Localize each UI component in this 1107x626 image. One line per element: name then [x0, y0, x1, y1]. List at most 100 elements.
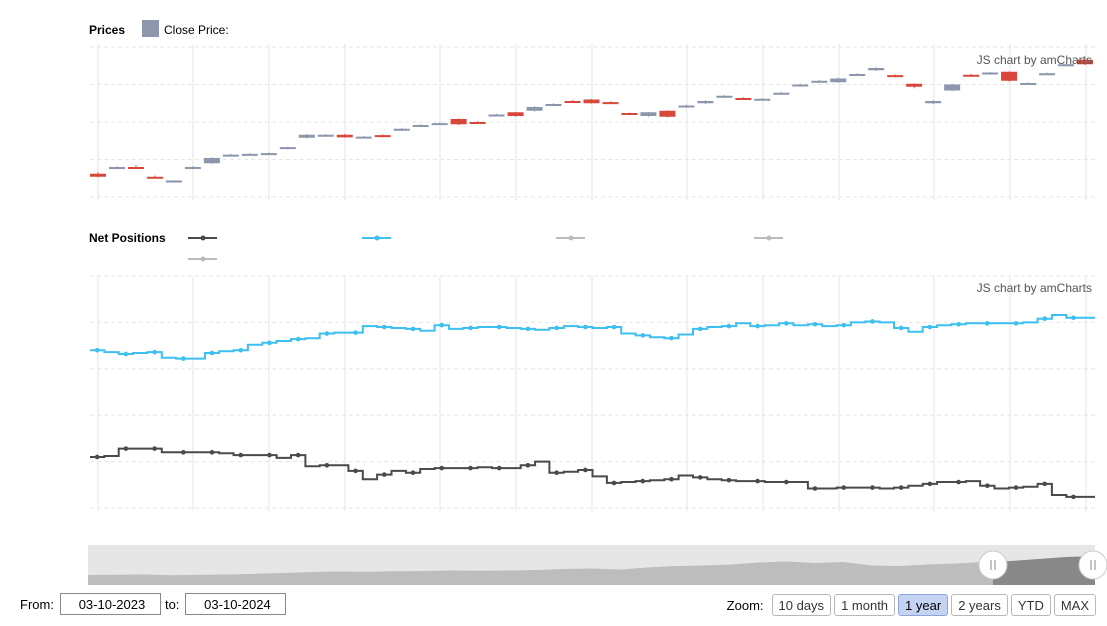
dealer-point[interactable]: [94, 454, 100, 460]
price-candle-body[interactable]: [526, 107, 543, 111]
price-candle-body[interactable]: [241, 153, 258, 156]
price-candle[interactable]: [659, 110, 676, 118]
asset-mgr-point[interactable]: [611, 324, 617, 330]
price-candle-body[interactable]: [735, 98, 752, 100]
price-candle[interactable]: [222, 153, 239, 157]
price-candle[interactable]: [355, 135, 372, 139]
zoom-1-month-button[interactable]: 1 month: [834, 594, 896, 616]
price-candle[interactable]: [431, 122, 448, 126]
dealer-point[interactable]: [812, 486, 818, 491]
price-candle-body[interactable]: [545, 104, 562, 106]
asset-mgr-point[interactable]: [669, 335, 674, 341]
price-candle[interactable]: [868, 67, 885, 71]
asset-mgr-point[interactable]: [324, 331, 330, 336]
price-candle[interactable]: [545, 103, 562, 107]
dealer-point[interactable]: [784, 479, 789, 485]
price-candle[interactable]: [165, 180, 182, 183]
price-candle[interactable]: [773, 92, 790, 95]
close-price-legend-label[interactable]: Close Price:: [164, 23, 229, 37]
price-candle[interactable]: [697, 100, 714, 104]
price-candle-body[interactable]: [811, 80, 828, 83]
price-candle-body[interactable]: [336, 134, 353, 138]
price-candle[interactable]: [393, 128, 410, 131]
asset-mgr-point[interactable]: [410, 326, 416, 332]
price-candle[interactable]: [716, 95, 733, 98]
dealer-point[interactable]: [898, 485, 904, 490]
asset-mgr-point[interactable]: [295, 336, 301, 342]
dealer-point[interactable]: [295, 452, 301, 458]
lev-money-legend-item[interactable]: [556, 235, 585, 241]
prices-chart-credit[interactable]: JS chart by amCharts: [977, 53, 1092, 67]
price-candle-body[interactable]: [944, 84, 961, 91]
zoom-2-years-button[interactable]: 2 years: [951, 594, 1008, 616]
price-candle-body[interactable]: [184, 167, 201, 169]
price-candle[interactable]: [469, 121, 486, 124]
price-candle-body[interactable]: [849, 74, 866, 76]
price-candle-body[interactable]: [203, 158, 220, 164]
dealer-point[interactable]: [123, 446, 129, 451]
price-candle[interactable]: [279, 146, 296, 150]
price-candle[interactable]: [564, 100, 581, 103]
price-candle[interactable]: [336, 134, 353, 138]
price-candle-body[interactable]: [868, 68, 885, 71]
asset-mgr-point[interactable]: [353, 330, 358, 335]
close-price-legend-marker[interactable]: [142, 20, 159, 37]
price-candle[interactable]: [90, 172, 106, 178]
asset-mgr-point[interactable]: [554, 325, 559, 331]
price-candle-body[interactable]: [431, 123, 448, 126]
price-candle-body[interactable]: [374, 135, 391, 138]
asset-mgr-point[interactable]: [123, 351, 129, 357]
price-candle-body[interactable]: [488, 114, 505, 117]
price-candle[interactable]: [241, 153, 258, 156]
price-candle[interactable]: [260, 152, 277, 156]
price-candle[interactable]: [678, 104, 695, 108]
price-candle[interactable]: [526, 106, 543, 112]
asset-mgr-point[interactable]: [841, 322, 847, 328]
price-candle-body[interactable]: [564, 101, 581, 103]
price-candle[interactable]: [906, 83, 923, 89]
price-candle[interactable]: [1039, 72, 1056, 76]
price-candle-body[interactable]: [716, 95, 733, 98]
dealer-point[interactable]: [669, 476, 674, 482]
price-candle[interactable]: [108, 166, 125, 170]
other-rept-legend-item[interactable]: [754, 235, 783, 241]
price-candle[interactable]: [1058, 63, 1075, 67]
price-candle-body[interactable]: [887, 75, 904, 78]
grip-circle[interactable]: [978, 550, 1008, 580]
dealer-point[interactable]: [1042, 481, 1048, 487]
price-candle-body[interactable]: [90, 173, 106, 177]
scrollbar-left-grip[interactable]: [978, 550, 1008, 580]
price-candle[interactable]: [317, 134, 334, 137]
price-candles[interactable]: [90, 59, 1093, 183]
dealer-point[interactable]: [1013, 485, 1019, 490]
dealer-point[interactable]: [583, 467, 588, 473]
price-candle-body[interactable]: [659, 110, 676, 117]
asset-mgr-series-line[interactable]: [90, 314, 1095, 360]
dealer-point[interactable]: [956, 479, 961, 485]
price-candle[interactable]: [450, 118, 467, 125]
scrollbar-right-grip[interactable]: [1078, 550, 1107, 580]
price-candle[interactable]: [792, 83, 809, 87]
price-candle[interactable]: [754, 98, 771, 101]
price-candle[interactable]: [602, 101, 619, 105]
price-candle-body[interactable]: [906, 83, 923, 87]
asset-mgr-point[interactable]: [985, 321, 990, 326]
price-candle[interactable]: [944, 83, 961, 92]
zoom-max-button[interactable]: MAX: [1053, 594, 1096, 616]
price-candle[interactable]: [146, 175, 163, 179]
price-candle-body[interactable]: [1020, 83, 1037, 85]
dealer-point[interactable]: [468, 465, 473, 471]
net-chart-credit[interactable]: JS chart by amCharts: [977, 281, 1092, 295]
price-candle-body[interactable]: [697, 101, 714, 104]
dealer-series-line[interactable]: [90, 447, 1095, 498]
zoom-1-year-button[interactable]: 1 year: [898, 594, 949, 616]
price-candle[interactable]: [507, 111, 524, 117]
asset-mgr-point[interactable]: [382, 324, 387, 330]
price-candle-body[interactable]: [165, 180, 182, 183]
asset-mgr-point[interactable]: [755, 323, 760, 329]
price-candle[interactable]: [735, 97, 752, 100]
asset-mgr-point[interactable]: [496, 324, 502, 330]
asset-mgr-point[interactable]: [583, 324, 588, 330]
net-positions-lines[interactable]: [90, 314, 1095, 500]
price-candle-body[interactable]: [621, 113, 638, 115]
